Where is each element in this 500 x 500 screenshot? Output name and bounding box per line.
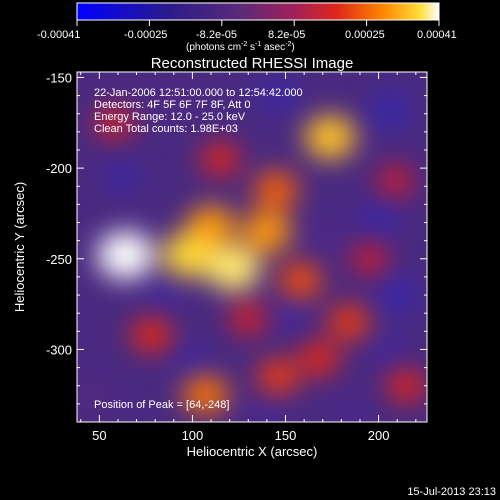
colorbar-tick-label-4: 0.00025	[345, 29, 385, 41]
heatmap-source-21	[368, 92, 411, 128]
heatmap-source-8	[327, 304, 370, 341]
heatmap-source-27	[369, 333, 407, 366]
x-tick-label-2: 150	[275, 428, 297, 443]
heatmap-source-15	[351, 243, 388, 275]
heatmap-source-26	[172, 347, 212, 381]
heatmap-source-23	[145, 278, 184, 312]
footer-date: 15-Jul-2013 23:13	[407, 486, 496, 498]
plot-frame	[76, 71, 428, 423]
y-tick-label-1: -200	[46, 161, 72, 176]
heatmap-source-7	[278, 262, 322, 299]
heatmap-source-19	[78, 381, 110, 408]
heatmap-source-6	[304, 115, 356, 160]
axis-ticks: 50 100 150 200 -150 -200 -250 -300	[46, 70, 427, 443]
x-axis-label: Heliocentric X (arcsec)	[187, 444, 318, 459]
heatmap-source-4	[242, 210, 292, 253]
heatmap-source-25	[270, 297, 309, 330]
x-tick-label-0: 50	[92, 428, 106, 443]
heatmap-source-30	[248, 397, 285, 422]
colorbar	[76, 2, 440, 21]
colorbar-tick-label-5: 0.00041	[417, 29, 457, 41]
heatmap-source-28	[358, 201, 399, 237]
colorbar-ticks	[76, 20, 440, 26]
x-tick-label-1: 100	[182, 428, 204, 443]
y-axis-label: Heliocentric Y (arcsec)	[12, 182, 27, 312]
heatmap-source-10	[182, 375, 229, 415]
annotation-time: 22-Jan-2006 12:51:00.000 to 12:54:42.000	[94, 87, 303, 99]
annotation-detectors: Detectors: 4F 5F 6F 7F 8F, Att 0	[94, 99, 251, 111]
colorbar-unit-label: (photons cm-2 s-1 asec-2)	[186, 41, 295, 53]
x-tick-label-3: 200	[368, 428, 390, 443]
heatmap-source-13	[95, 106, 134, 139]
heatmap-source-2	[206, 244, 261, 291]
heatmap-source-9	[298, 341, 340, 376]
heatmap-source-29	[309, 222, 344, 252]
heatmap	[78, 78, 426, 422]
heatmap-source-22	[102, 160, 142, 194]
annotation-peak: Position of Peak = [64,-248]	[94, 399, 229, 411]
annotation-clean: Clean Total counts: 1.98E+03	[94, 123, 238, 135]
y-tick-label-3: -300	[46, 342, 72, 357]
heatmap-source-17	[377, 165, 414, 197]
heatmap-source-0	[97, 231, 154, 280]
heatmap-source-11	[257, 358, 299, 395]
chart-title: Reconstructed RHESSI Image	[151, 55, 354, 72]
heatmap-source-5	[254, 170, 299, 209]
y-tick-label-2: -250	[46, 252, 72, 267]
heatmap-source-18	[229, 302, 268, 335]
y-tick-label-0: -150	[46, 70, 72, 85]
heatmap-source-31	[157, 81, 190, 110]
colorbar-tick-label-3: 8.2e-05	[268, 29, 305, 41]
heatmap-source-1	[162, 232, 215, 278]
heatmap-source-12	[131, 317, 172, 353]
heatmap-source-24	[376, 277, 419, 313]
heatmap-source-32	[333, 398, 369, 422]
annotation-energy: Energy Range: 12.0 - 25.0 keV	[94, 111, 246, 123]
colorbar-tick-label-2: -8.2e-05	[196, 29, 237, 41]
colorbar-tick-label-0: -0.00041	[37, 29, 80, 41]
heatmap-source-16	[387, 369, 426, 403]
heatmap-source-20	[257, 78, 299, 113]
heatmap-source-14	[200, 142, 240, 176]
colorbar-tick-label-1: -0.00025	[124, 29, 167, 41]
